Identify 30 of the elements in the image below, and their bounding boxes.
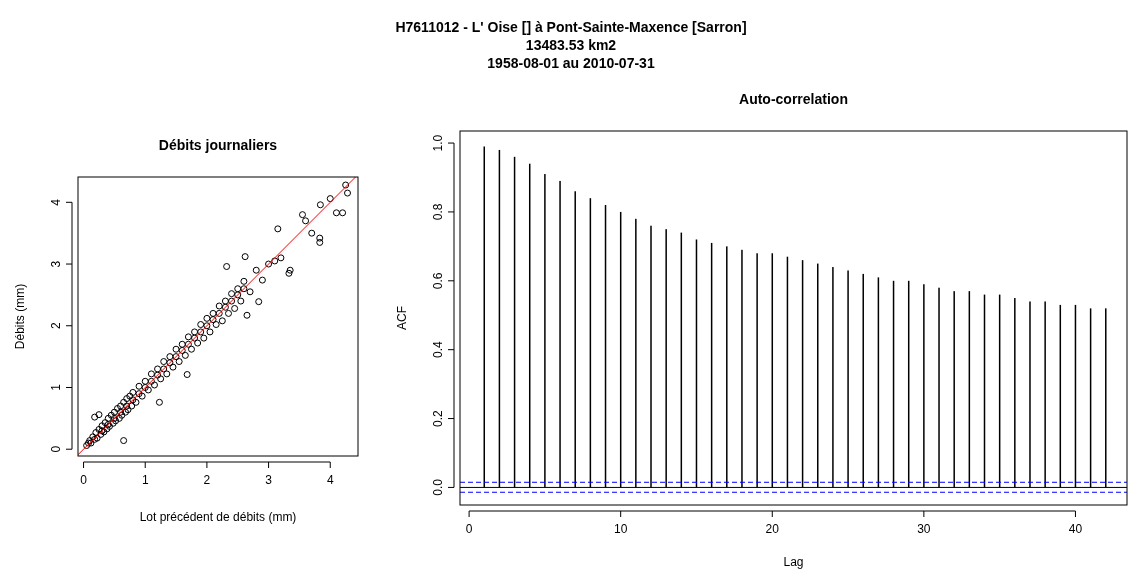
x-tick-label: 4 [326, 473, 334, 487]
chart-title: Auto-correlation [739, 91, 848, 107]
x-tick-label: 1 [141, 473, 149, 487]
y-tick-label: 1 [49, 383, 63, 391]
x-tick-label: 30 [917, 522, 931, 536]
x-tick-label: 3 [265, 473, 273, 487]
chart-title: Débits journaliers [158, 137, 278, 153]
y-tick-label: 0.6 [431, 272, 445, 290]
y-axis-title: ACF [395, 306, 409, 330]
x-axis-title: Lag [783, 555, 804, 569]
x-tick-label: 0 [465, 522, 473, 536]
x-axis-title: Lot précédent de débits (mm) [139, 510, 297, 524]
text: 13483.53 km2 [525, 37, 617, 53]
y-tick-label: 0.0 [431, 478, 445, 496]
y-tick-label: 2 [49, 322, 63, 330]
text: H7611012 - L' Oise [] à Pont-Sainte-Maxence [Sarron] [395, 19, 747, 35]
y-tick-label: 0.8 [431, 203, 445, 221]
y-tick-label: 4 [49, 198, 63, 206]
text: 1958-08-01 au 2010-07-31 [487, 55, 655, 71]
y-tick-label: 1.0 [431, 134, 445, 152]
x-tick-label: 2 [203, 473, 211, 487]
y-tick-label: 0.4 [431, 341, 445, 359]
x-tick-label: 10 [614, 522, 628, 536]
y-axis-title: Débits (mm) [13, 283, 27, 350]
y-tick-label: 0 [49, 445, 63, 453]
x-tick-label: 40 [1068, 522, 1083, 536]
y-tick-label: 0.2 [431, 409, 445, 427]
x-tick-label: 20 [765, 522, 780, 536]
x-tick-label: 0 [80, 473, 88, 487]
y-tick-label: 3 [49, 260, 63, 268]
